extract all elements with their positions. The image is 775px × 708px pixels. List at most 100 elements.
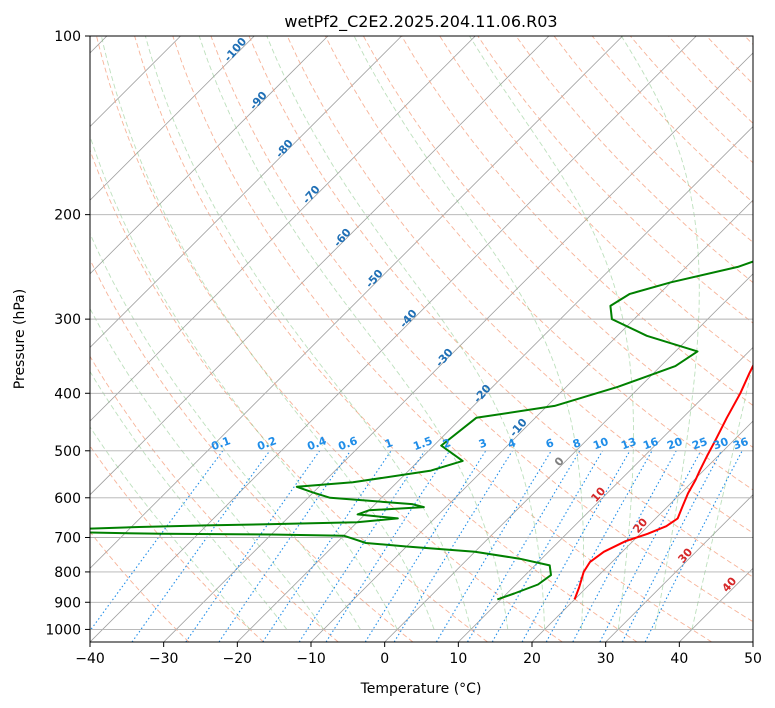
dry-adiabat-line (286, 36, 753, 534)
y-tick-label: 200 (54, 208, 81, 224)
isotherm-line (531, 420, 753, 642)
plot-frame (89, 35, 754, 643)
mixing-ratio-label: 10 (591, 435, 610, 453)
isotherm-line (605, 494, 753, 642)
dry-adiabat-line (248, 36, 753, 578)
mixing-ratio-line (364, 450, 487, 642)
mixing-ratio-label: 1 (383, 436, 395, 451)
x-tick-label: −10 (296, 651, 326, 667)
y-tick-label: 800 (54, 565, 81, 581)
dry-adiabat-line (90, 258, 414, 642)
isotherm-line (458, 346, 753, 642)
x-tick-label: −30 (149, 651, 179, 667)
mixing-ratio-line (325, 450, 451, 642)
dry-adiabat-line (324, 36, 753, 491)
mixing-ratio-label: 13 (619, 435, 638, 452)
dry-adiabat-line (90, 355, 339, 642)
moist-adiabat-line (90, 307, 324, 630)
dry-adiabat-line (90, 531, 190, 642)
x-tick-label: −20 (223, 651, 253, 667)
mixing-ratio-line (521, 450, 631, 642)
moist-adiabat-line (469, 36, 634, 630)
dry-adiabat-line (401, 36, 753, 407)
dry-adiabat-line (439, 36, 753, 365)
isotherm-line (90, 36, 697, 642)
x-tick-label: 30 (597, 651, 615, 667)
moist-adiabat-line (266, 36, 546, 630)
x-tick-label: −40 (75, 651, 105, 667)
dry-adiabat-line (90, 445, 264, 642)
dry-adiabat-line (210, 36, 753, 623)
moist-adiabat-line (620, 36, 700, 630)
mixing-ratio-line (218, 450, 351, 642)
mixing-ratio-label: 0.4 (305, 434, 328, 453)
dry-adiabat-line (515, 36, 753, 284)
y-tick-label: 500 (54, 444, 81, 460)
isotherm-line (90, 36, 623, 569)
mixing-ratio-label: 36 (731, 435, 750, 453)
isotherm-line (90, 36, 255, 201)
y-tick-label: 700 (54, 531, 81, 547)
isotherm-line (163, 52, 753, 642)
moist-adiabat-line (198, 36, 509, 630)
dry-adiabat-line (134, 36, 638, 642)
isotherm-line (90, 36, 476, 422)
isotherm-line (237, 125, 753, 642)
y-tick-label: 400 (54, 386, 81, 402)
x-axis-label: Temperature (°C) (360, 681, 482, 697)
x-axis: −40 −30 −20 −10 0 10 20 30 40 50 (75, 642, 762, 667)
mixing-ratio-label: 0.6 (336, 434, 359, 453)
mixing-ratio-label: 25 (690, 435, 709, 452)
mixing-ratio-line (185, 450, 321, 642)
mixing-ratio-label: 0.2 (255, 434, 278, 453)
dry-adiabat-line (363, 36, 753, 448)
mixing-ratio-line (572, 450, 677, 642)
mixing-ratio-label: 3 (477, 436, 489, 451)
y-axis: 100 200 300 400 500 600 700 800 900 1000 (45, 29, 90, 638)
moist-adiabat-line (353, 36, 584, 630)
y-axis-label: Pressure (hPa) (12, 289, 28, 389)
mixing-ratio-label: 1.5 (411, 434, 434, 453)
x-tick-label: 20 (523, 651, 541, 667)
isotherm-line (90, 36, 402, 349)
y-tick-label: 900 (54, 595, 81, 611)
y-tick-label: 600 (54, 491, 81, 507)
mixing-ratio-line (599, 450, 702, 642)
x-tick-label: 10 (449, 651, 467, 667)
isotherm-line (90, 36, 329, 275)
moist-adiabat-line (90, 134, 398, 630)
dewpoint-profile-line (90, 260, 753, 601)
mixing-ratio-label: 20 (665, 435, 684, 453)
chart-title: wetPf2_C2E2.2025.204.11.06.R03 (284, 12, 557, 32)
x-tick-label: 0 (380, 651, 389, 667)
moist-adiabat-line (100, 36, 435, 630)
dry-adiabat-line (90, 148, 488, 642)
x-tick-label: 50 (744, 651, 762, 667)
isotherm-line (90, 36, 550, 496)
mixing-ratio-label: 2 (441, 436, 453, 451)
y-tick-label: 300 (54, 312, 81, 328)
isotherm-line (384, 273, 753, 642)
moist-adiabat-line (691, 360, 753, 630)
mixing-ratio-label: 4 (506, 436, 518, 451)
moist-adiabat-line (90, 232, 361, 630)
temperature-profile-line (573, 363, 753, 600)
mixing-ratio-line (298, 450, 426, 642)
mixing-ratio-line (90, 450, 224, 632)
mixing-ratio-line (644, 450, 743, 642)
mixing-ratio-line (435, 450, 552, 642)
mixing-ratio-line (131, 450, 271, 642)
mixing-ratio-label: 30 (711, 435, 730, 453)
mixing-ratio-label: 8 (571, 436, 583, 451)
dry-adiabat-line (172, 36, 712, 642)
x-tick-label: 40 (670, 651, 688, 667)
y-tick-label: 100 (54, 29, 81, 45)
mixing-ratio-label: 6 (544, 436, 556, 451)
profile-series (90, 260, 753, 601)
mixing-ratio-label: 0.1 (209, 434, 232, 453)
thermo-background-lines (90, 36, 753, 642)
mixing-ratio-label: 16 (641, 435, 660, 453)
isobar-gridlines (90, 36, 753, 630)
